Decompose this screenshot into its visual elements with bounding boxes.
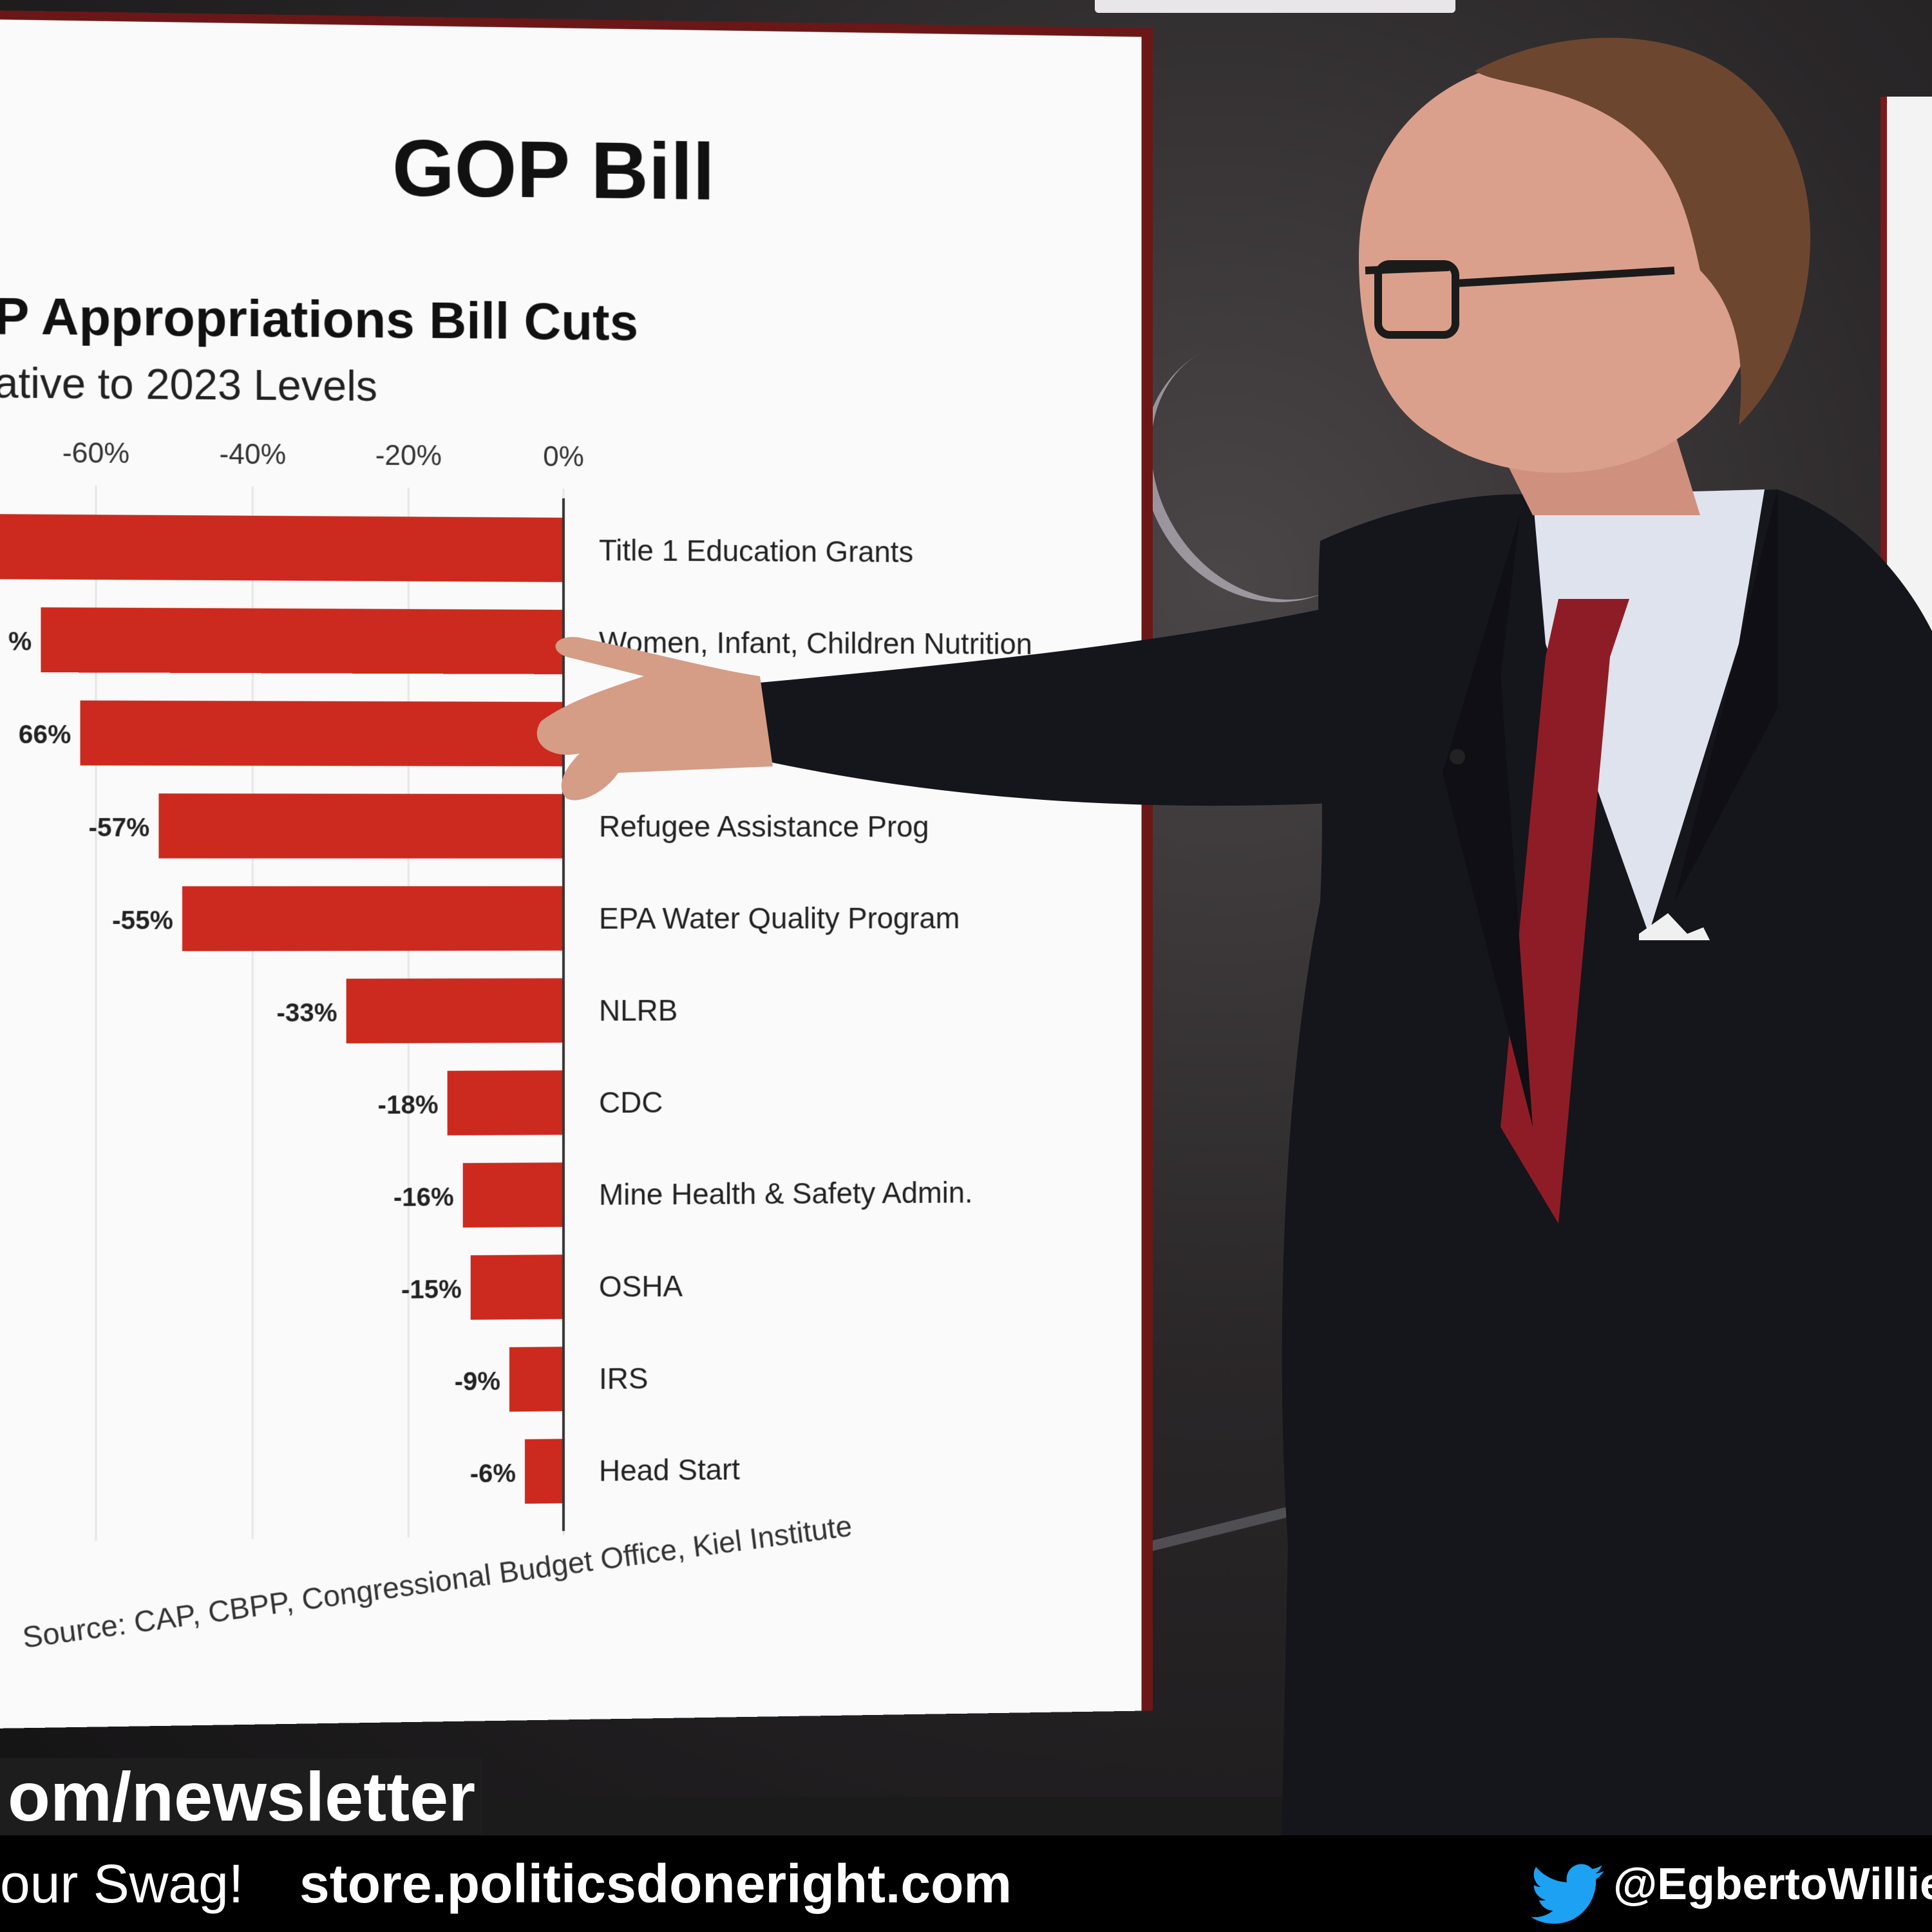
- bottom-ticker: our Swag! store.politicsdoneright.com @E…: [0, 1835, 1932, 1932]
- swag-text: our Swag!: [0, 1835, 243, 1932]
- presenter-arm: [760, 605, 1430, 806]
- twitter-bird-icon: [1530, 1864, 1607, 1926]
- store-link[interactable]: store.politicsdoneright.com: [299, 1835, 1012, 1932]
- presenter: [0, 0, 1932, 1835]
- newsletter-banner: om/newsletter: [0, 1758, 483, 1835]
- twitter-handle[interactable]: @EgbertoWillie: [1613, 1835, 1932, 1932]
- presenter-hand: [537, 637, 773, 800]
